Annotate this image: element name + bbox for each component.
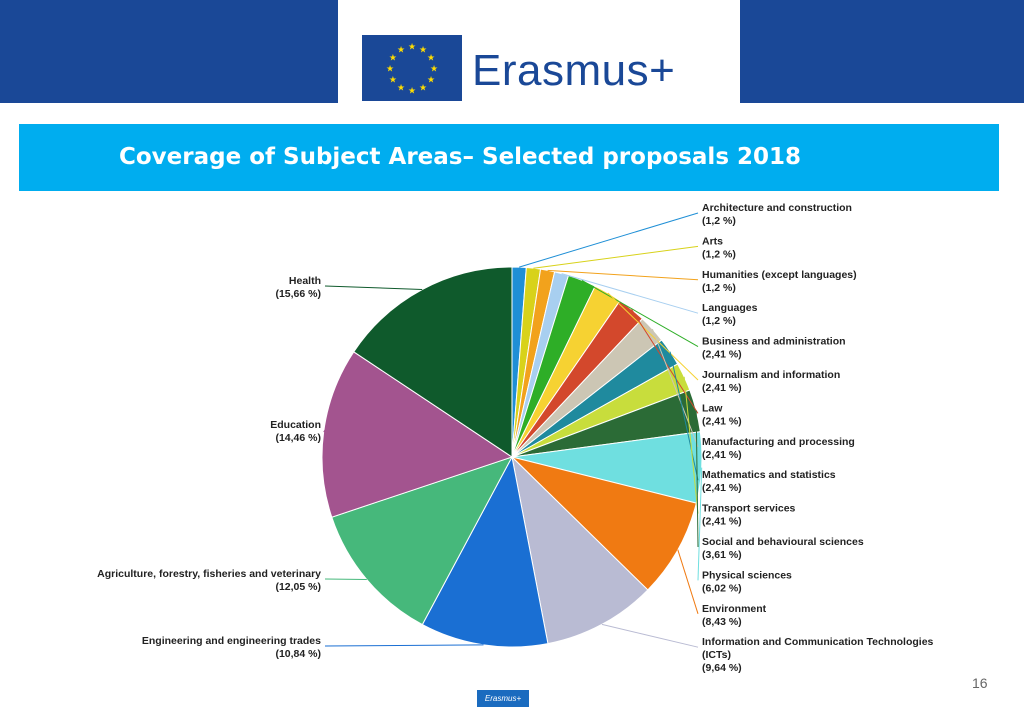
slide-title: Coverage of Subject Areas– Selected prop… bbox=[119, 144, 802, 170]
page-number: 16 bbox=[972, 675, 988, 691]
pie-slice bbox=[353, 266, 513, 458]
eu-star-icon: ★ bbox=[389, 75, 397, 85]
eu-star-icon: ★ bbox=[397, 44, 405, 54]
eu-star-icon: ★ bbox=[419, 83, 427, 93]
slice-label: Mathematics and statistics (2,41 %) bbox=[702, 469, 836, 494]
slice-label: Transport services (2,41 %) bbox=[702, 503, 796, 528]
eu-star-icon: ★ bbox=[427, 53, 435, 63]
leader-line bbox=[323, 429, 326, 433]
eu-star-icon: ★ bbox=[408, 86, 416, 96]
erasmus-wordmark: Erasmus+ bbox=[472, 46, 676, 95]
leader-line bbox=[669, 351, 699, 481]
pie-slice bbox=[421, 455, 549, 648]
eu-star-icon: ★ bbox=[408, 42, 416, 52]
slice-label: Languages (1,2 %) bbox=[702, 302, 758, 327]
slice-label: Architecture and construction (1,2 %) bbox=[702, 202, 852, 227]
leader-line bbox=[561, 273, 699, 314]
slice-label: Information and Communication Technologi… bbox=[702, 636, 934, 674]
eu-star-icon: ★ bbox=[430, 64, 438, 74]
slice-label: Law (2,41 %) bbox=[702, 402, 742, 427]
slice-label: Humanities (except languages) (1,2 %) bbox=[702, 269, 857, 294]
slice-label: Environment (8,43 %) bbox=[702, 603, 767, 628]
slice-label: Business and administration (2,41 %) bbox=[702, 336, 846, 361]
leader-line bbox=[607, 292, 699, 381]
title-bar: Coverage of Subject Areas– Selected prop… bbox=[19, 124, 999, 191]
footer-erasmus-logo: Erasmus+ bbox=[477, 690, 529, 707]
pie-slice bbox=[510, 456, 697, 591]
leader-line bbox=[547, 269, 699, 281]
leader-line bbox=[677, 549, 699, 614]
pie-slice bbox=[511, 455, 649, 645]
slice-label: Social and behavioural sciences (3,61 %) bbox=[702, 536, 864, 561]
slice-label: Arts (1,2 %) bbox=[702, 235, 736, 260]
eu-star-icon: ★ bbox=[389, 53, 397, 63]
slice-label: Engineering and engineering trades (10,84… bbox=[142, 635, 321, 660]
eu-star-icon: ★ bbox=[397, 83, 405, 93]
leader-line bbox=[695, 410, 699, 548]
leader-line bbox=[683, 376, 699, 514]
slice-label: Health (15,66 %) bbox=[275, 275, 321, 300]
header-band-left bbox=[0, 0, 338, 103]
leader-line bbox=[601, 623, 699, 648]
leader-line bbox=[324, 644, 484, 647]
leader-line bbox=[519, 212, 699, 268]
slice-label: Physical sciences (6,02 %) bbox=[702, 569, 792, 594]
slice-label: Journalism and information (2,41 %) bbox=[702, 369, 840, 394]
leader-line bbox=[651, 328, 699, 447]
eu-star-icon: ★ bbox=[427, 75, 435, 85]
slice-label: Manufacturing and processing (2,41 %) bbox=[702, 436, 855, 461]
eu-star-icon: ★ bbox=[419, 44, 427, 54]
erasmus-logo: ★ ★ ★ ★ ★ ★ ★ ★ ★ ★ ★ ★ Erasmus+ bbox=[362, 35, 692, 103]
leader-line bbox=[324, 285, 423, 290]
eu-flag-icon: ★ ★ ★ ★ ★ ★ ★ ★ ★ ★ ★ ★ bbox=[362, 35, 462, 101]
slice-label: Agriculture, forestry, fisheries and vet… bbox=[97, 568, 321, 593]
leader-line bbox=[697, 467, 703, 581]
eu-star-icon: ★ bbox=[386, 64, 394, 74]
slice-label: Education (14,46 %) bbox=[270, 419, 321, 444]
leader-line bbox=[324, 578, 367, 580]
leader-line bbox=[533, 245, 699, 269]
leader-line bbox=[581, 279, 699, 348]
header-band-right bbox=[740, 0, 1024, 103]
pie-slice bbox=[331, 456, 514, 626]
